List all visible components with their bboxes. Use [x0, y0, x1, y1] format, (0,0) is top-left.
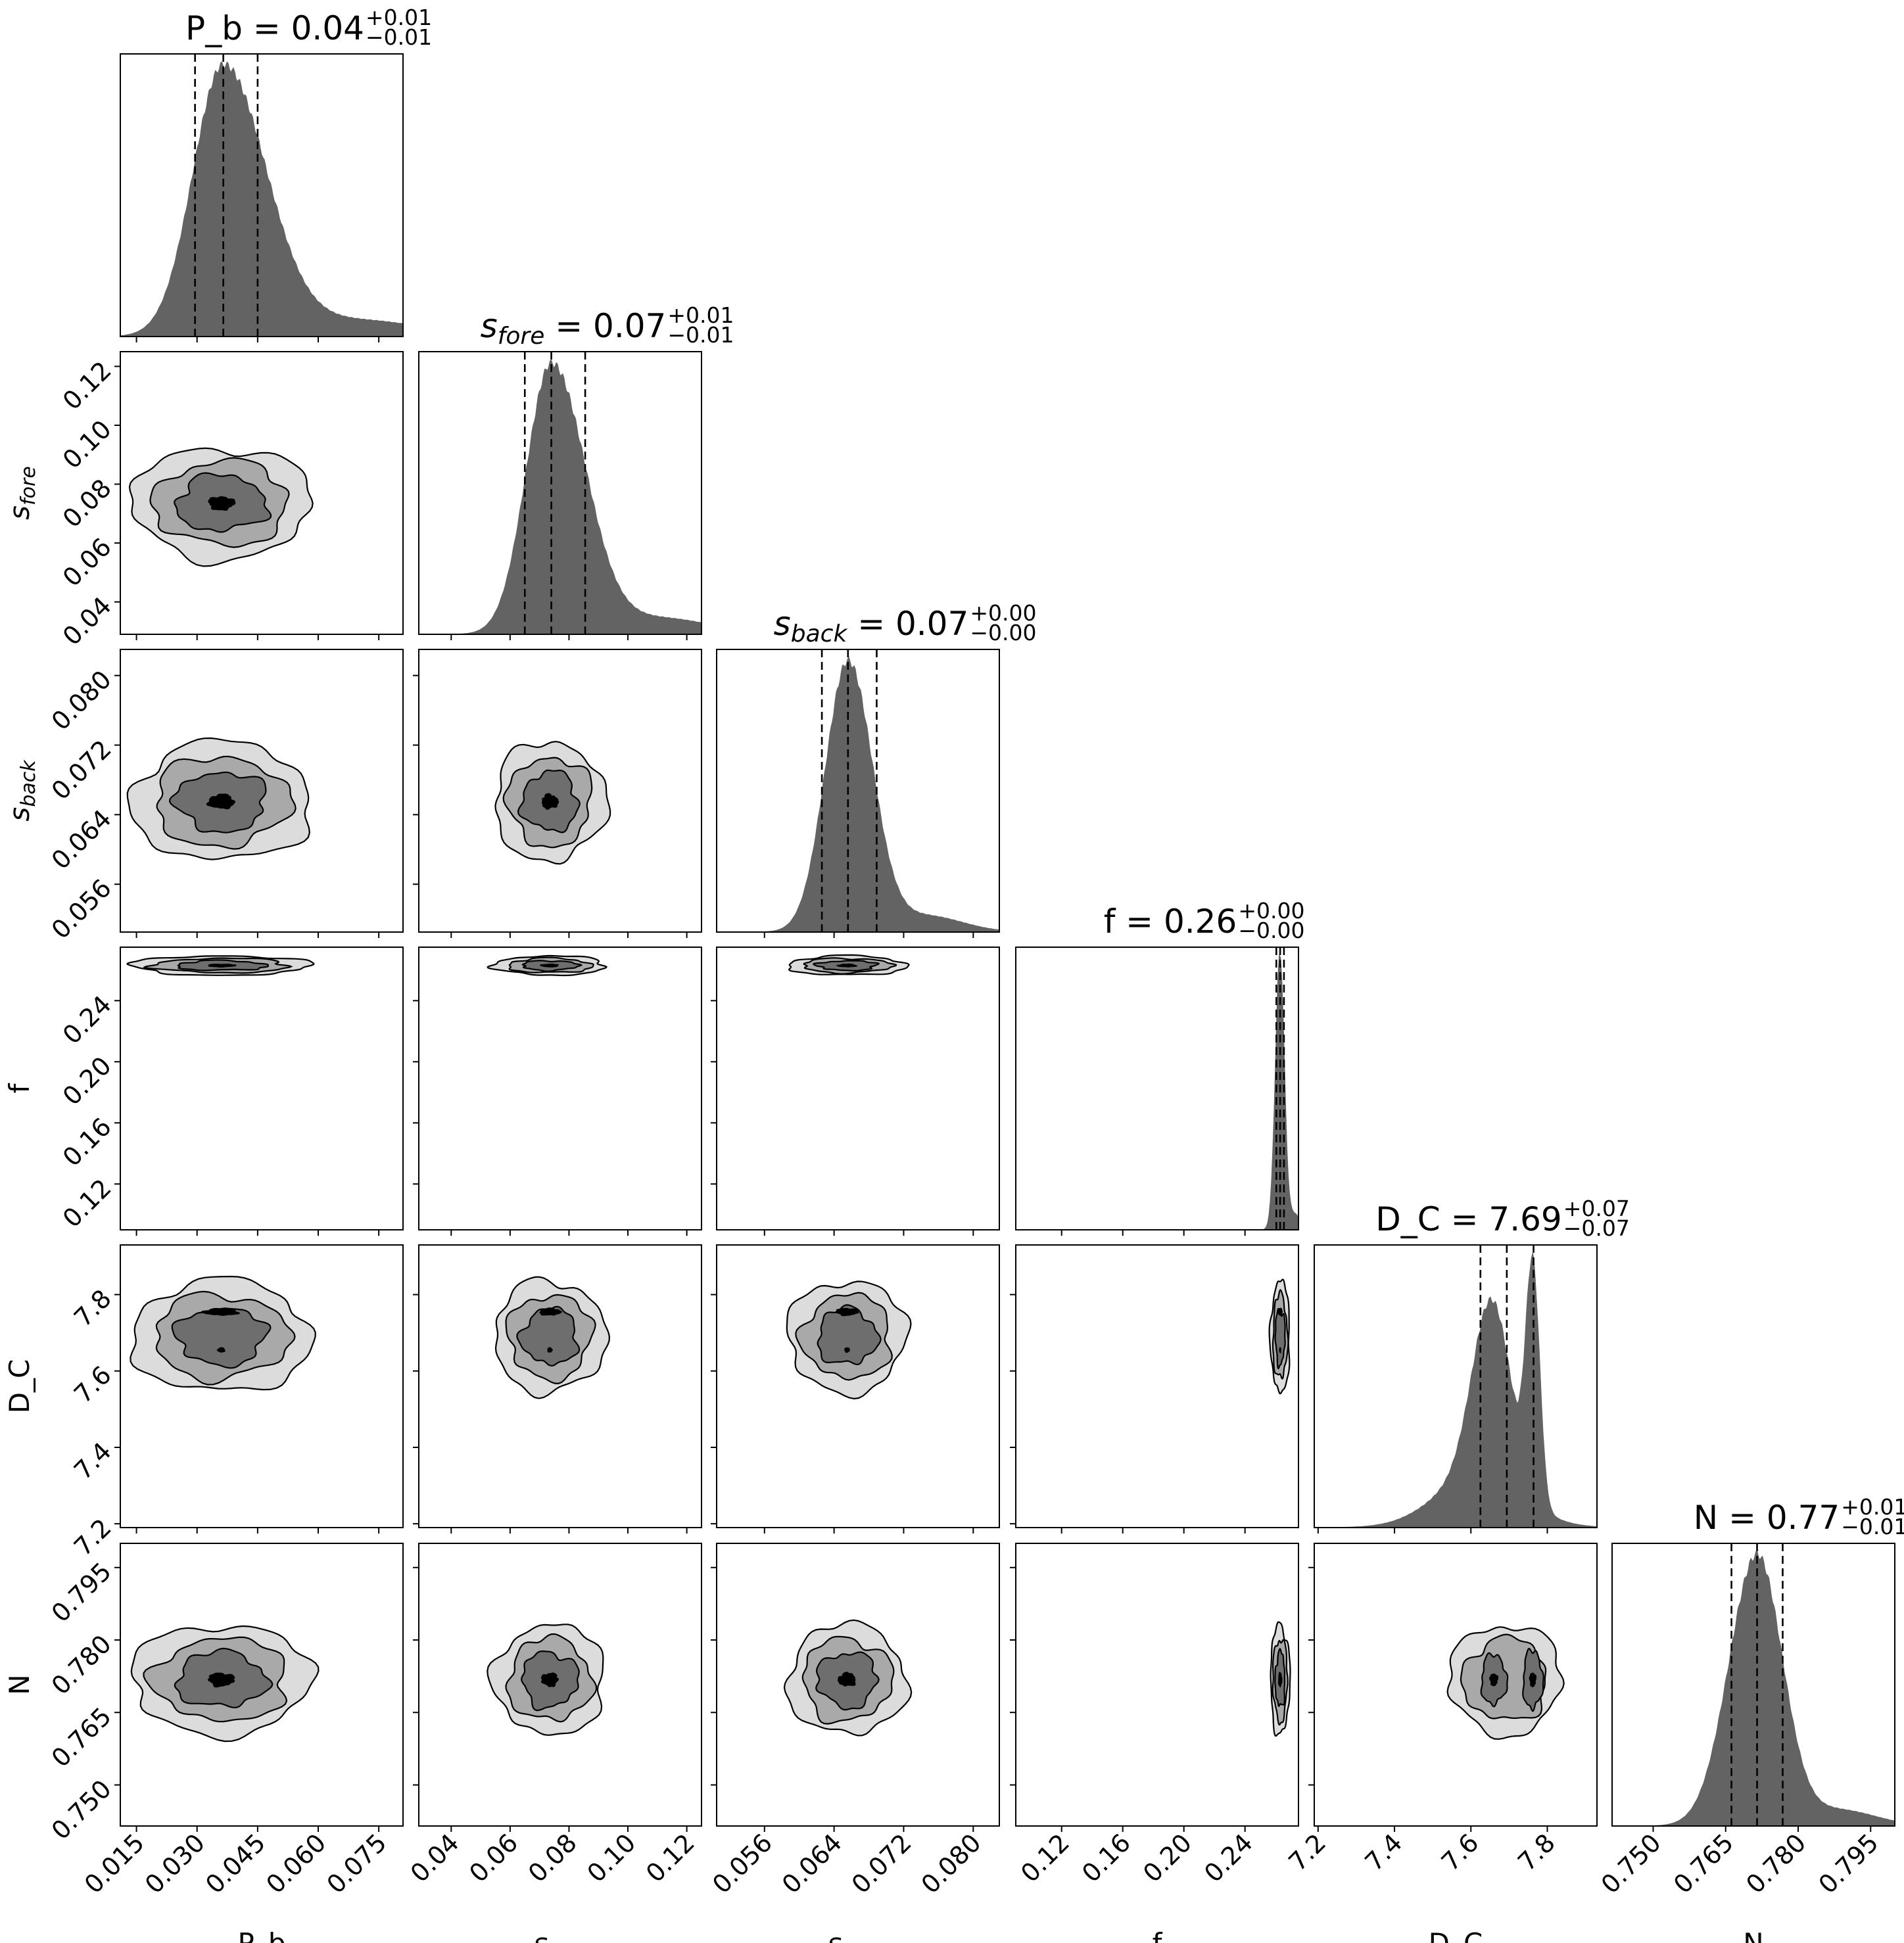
xlabel-P_b: P_b [238, 1927, 286, 1943]
xlabel-N: N [1743, 1927, 1763, 1943]
ylabel-s_back: sback [3, 759, 40, 822]
panel-frame-3-1 [418, 947, 702, 1230]
title-s_fore: sfore = 0.07 [481, 307, 667, 350]
hist-fill-s_fore [419, 358, 702, 635]
contour-level-2 [817, 1304, 882, 1366]
title-P_b: P_b = 0.04 [185, 9, 364, 47]
panel-frame-2-2 [716, 649, 1000, 933]
panel-frame-5-3 [1015, 1543, 1299, 1827]
hist-panel-N: N = 0.77 +0.01−0.01 [1612, 1494, 1904, 1827]
panel-frame-5-0 [120, 1543, 404, 1827]
title-s_back: sback = 0.07 [774, 605, 969, 647]
contour-panel-N-vs-D_C [1446, 1626, 1565, 1740]
panel-frame-0-0 [120, 53, 404, 337]
contour-panel-f-vs-s_fore [487, 954, 607, 977]
panel-frame-3-3 [1015, 947, 1299, 1230]
xlabel-s_back: sback [827, 1927, 890, 1943]
contour-core-upper-3 [1277, 1307, 1283, 1317]
contour-right-lobe-3 [1529, 1672, 1536, 1688]
hist-fill-D_C [1314, 1252, 1598, 1528]
contour-panel-D_C-vs-s_back [786, 1280, 912, 1400]
title-minus-s_fore: −0.01 [667, 322, 734, 348]
title-minus-D_C: −0.07 [1563, 1215, 1630, 1241]
hist-panel-s_back: sback = 0.07 +0.00−0.00 [717, 600, 1036, 933]
contour-level-3 [1278, 1672, 1283, 1688]
panel-frame-3-2 [716, 947, 1000, 1230]
contour-level-3 [207, 1672, 235, 1688]
contour-panel-D_C-vs-P_b [130, 1275, 316, 1391]
contour-panel-s_fore-vs-P_b [128, 447, 314, 567]
contour-panel-N-vs-s_back [783, 1619, 913, 1737]
contour-level-3 [206, 793, 235, 810]
panel-frame-5-2 [716, 1543, 1000, 1827]
title-f: f = 0.26 [1104, 902, 1237, 941]
panel-frame-4-3 [1015, 1244, 1299, 1528]
contour-panel-D_C-vs-s_fore [494, 1276, 611, 1399]
contour-core-lower-2 [844, 1347, 850, 1353]
contour-panel-s_back-vs-s_fore [494, 741, 611, 865]
panel-frame-5-5 [1611, 1543, 1895, 1827]
panel-frame-4-1 [418, 1244, 702, 1528]
hist-fill-P_b [120, 61, 404, 337]
panel-frame-1-0 [120, 351, 404, 635]
panel-frame-2-0 [120, 649, 404, 933]
hist-panel-s_fore: sfore = 0.07 +0.01−0.01 [419, 302, 734, 635]
contour-panel-f-vs-s_back [788, 954, 910, 975]
contour-panel-D_C-vs-f [1268, 1278, 1291, 1395]
hist-panel-D_C: D_C = 7.69 +0.07−0.07 [1314, 1196, 1630, 1528]
panel-frame-5-4 [1314, 1543, 1598, 1827]
panel-frame-2-1 [418, 649, 702, 933]
ylabel-D_C: D_C [3, 1359, 36, 1414]
title-N: N = 0.77 [1694, 1499, 1840, 1537]
contour-core-lower-3 [1279, 1347, 1281, 1354]
contour-level-3 [838, 1672, 856, 1687]
title-plus-D_C: +0.07 [1563, 1196, 1630, 1221]
title-minus-s_back: −0.00 [970, 620, 1036, 645]
title-plus-s_back: +0.00 [970, 600, 1036, 626]
title-plus-P_b: +0.01 [366, 5, 432, 30]
panel-frame-5-1 [418, 1543, 702, 1827]
title-plus-N: +0.01 [1841, 1494, 1904, 1520]
contour-left-lobe-3 [1488, 1674, 1499, 1687]
title-D_C: D_C = 7.69 [1375, 1200, 1561, 1238]
contour-panel-N-vs-s_fore [487, 1624, 604, 1736]
title-plus-s_fore: +0.01 [667, 302, 734, 328]
contour-panel-N-vs-f [1270, 1621, 1291, 1737]
panel-frame-4-0 [120, 1244, 404, 1528]
contour-core-lower-1 [547, 1347, 553, 1353]
contour-level-3 [208, 964, 237, 968]
title-plus-f: +0.00 [1238, 898, 1304, 924]
contour-level-2 [171, 1307, 272, 1369]
ylabel-s_fore: sfore [3, 466, 40, 520]
contour-panel-f-vs-P_b [126, 955, 315, 976]
title-minus-P_b: −0.01 [366, 24, 432, 50]
contour-level-3 [539, 964, 559, 968]
contour-core-upper-0 [201, 1307, 240, 1316]
ylabel-N: N [3, 1674, 36, 1695]
contour-core-upper-2 [835, 1307, 859, 1317]
title-minus-f: −0.00 [1238, 918, 1304, 943]
contour-level-2 [516, 1305, 581, 1367]
panel-frame-4-4 [1314, 1244, 1598, 1528]
contour-level-2 [1274, 1307, 1286, 1370]
contour-level-3 [540, 1672, 559, 1687]
xlabel-s_fore: sfore [533, 1927, 587, 1943]
xlabel-f: f [1153, 1927, 1163, 1943]
contour-core-upper-1 [539, 1307, 562, 1316]
title-minus-N: −0.01 [1841, 1514, 1904, 1539]
contour-core-lower-0 [216, 1347, 226, 1353]
panel-frame-3-0 [120, 947, 404, 1230]
contour-level-3 [208, 496, 236, 511]
xlabel-D_C: D_C [1429, 1927, 1483, 1943]
contour-level-3 [836, 963, 858, 968]
ylabel-f: f [3, 1083, 36, 1093]
panel-frame-4-2 [716, 1244, 1000, 1528]
hist-panel-P_b: P_b = 0.04 +0.01−0.01 [120, 5, 432, 337]
contour-level-3 [541, 793, 559, 810]
contour-panel-N-vs-P_b [130, 1625, 320, 1743]
contour-panel-s_back-vs-P_b [126, 737, 311, 860]
panel-frame-1-1 [418, 351, 702, 635]
